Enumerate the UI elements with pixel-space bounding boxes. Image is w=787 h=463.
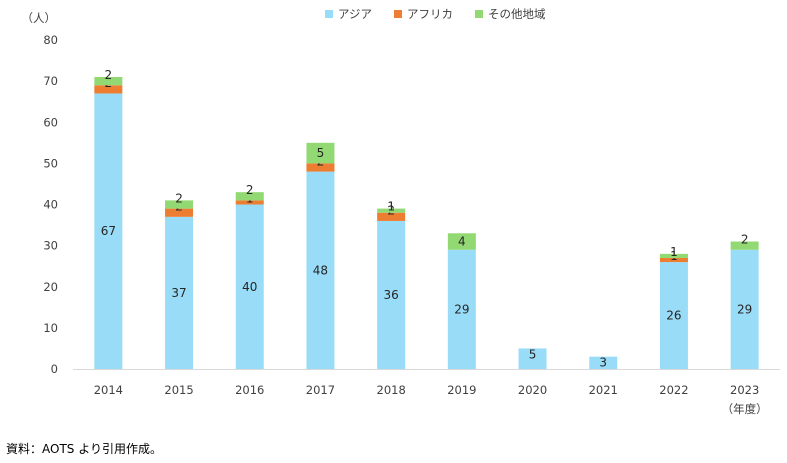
x-tick-label: 2023 (730, 383, 759, 397)
legend-swatch (475, 10, 483, 18)
y-tick-label: 70 (43, 74, 58, 88)
x-tick-label: 2015 (164, 383, 193, 397)
bar-segment (447, 233, 476, 250)
data-label: 67 (101, 224, 116, 238)
data-label: 48 (313, 263, 328, 277)
data-label: 5 (317, 146, 325, 160)
legend-swatch (394, 10, 402, 18)
data-label: 40 (242, 280, 257, 294)
bar-segment (730, 249, 759, 369)
bar-segment (235, 204, 264, 369)
bar-segment (165, 216, 194, 369)
y-tick-label: 40 (43, 198, 58, 212)
x-tick-label: 2014 (94, 383, 123, 397)
bar-segment (659, 262, 688, 369)
data-label: 2 (175, 191, 183, 205)
bar-segment (377, 208, 406, 213)
x-tick-label: 2021 (589, 383, 618, 397)
bar-segment (94, 77, 123, 86)
y-axis-unit-label: （人） (22, 11, 57, 25)
data-label: 29 (454, 302, 469, 316)
data-label: 3 (599, 356, 607, 370)
bar-segment (165, 200, 194, 209)
bar-segment (306, 142, 335, 164)
x-tick-label: 2019 (447, 383, 476, 397)
legend-label: その他地域 (488, 7, 546, 21)
y-tick-label: 60 (43, 115, 58, 129)
y-tick-label: 30 (43, 239, 58, 253)
bar-segment (447, 249, 476, 369)
data-label: 29 (737, 302, 752, 316)
bar-segment (94, 85, 123, 94)
data-label: 26 (666, 309, 681, 323)
bar-segment (377, 212, 406, 221)
bar-segment (235, 192, 264, 201)
data-label: 2 (741, 233, 749, 247)
data-label: 1 (387, 200, 395, 214)
data-label: 36 (384, 288, 399, 302)
data-label: 2 (105, 68, 113, 82)
y-tick-label: 20 (43, 280, 58, 294)
bar-segment (306, 163, 335, 172)
bar-segment (659, 253, 688, 258)
data-label: 4 (458, 235, 466, 249)
bar-segment (165, 208, 194, 217)
bar-segment (518, 348, 547, 369)
x-tick-label: 2018 (377, 383, 406, 397)
y-tick-label: 80 (43, 33, 58, 47)
x-axis-unit-label: （年度） (722, 402, 768, 416)
bar-segment (377, 220, 406, 369)
bar-segment (659, 257, 688, 263)
y-tick-label: 0 (51, 362, 58, 376)
bar-segment (306, 171, 335, 369)
bar-segment (730, 241, 759, 250)
x-tick-label: 2017 (306, 383, 335, 397)
x-tick-label: 2016 (235, 383, 264, 397)
bar-segment (589, 356, 618, 369)
legend-label: アジア (338, 7, 372, 21)
data-label: 2 (246, 183, 254, 197)
x-tick-label: 2020 (518, 383, 547, 397)
y-tick-label: 10 (43, 321, 58, 335)
legend-swatch (325, 10, 333, 18)
data-label: 5 (529, 347, 537, 361)
data-label: 1 (670, 245, 678, 259)
bar-segment (94, 93, 123, 370)
data-label: 37 (171, 286, 186, 300)
x-tick-label: 2022 (659, 383, 688, 397)
y-tick-label: 50 (43, 156, 58, 170)
source-note: 資料：AOTS より引用作成。 (6, 442, 162, 456)
bar-segment (235, 200, 264, 205)
legend-label: アフリカ (407, 7, 453, 21)
